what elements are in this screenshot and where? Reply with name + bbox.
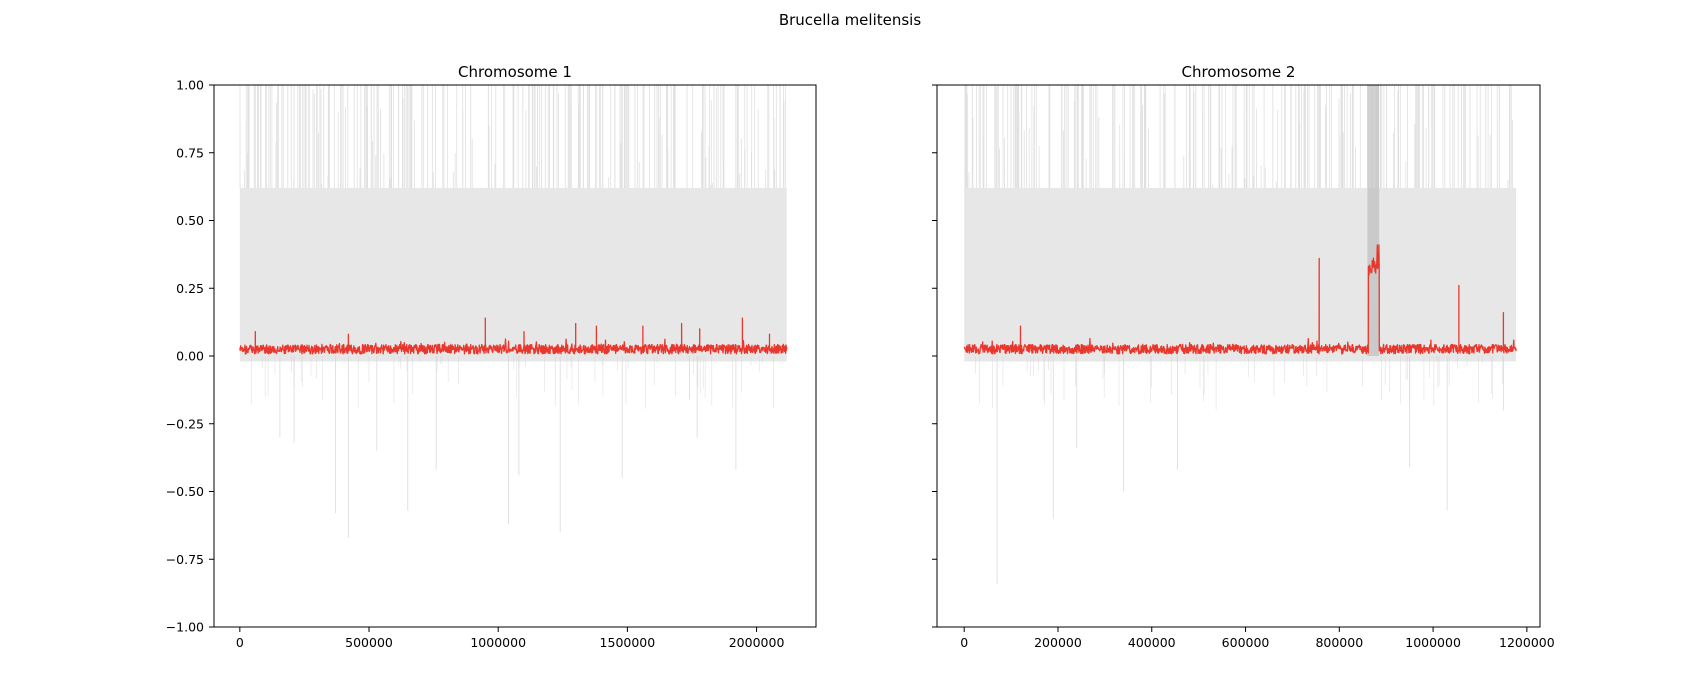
x-tick-label: 500000: [345, 635, 393, 650]
x-tick-label: 200000: [1034, 635, 1082, 650]
y-tick-label: 0.50: [176, 213, 204, 228]
y-tick-label: −1.00: [166, 620, 204, 635]
axes-title: Chromosome 1: [458, 63, 572, 81]
y-tick-label: −0.75: [166, 552, 204, 567]
background-series: [239, 85, 787, 538]
x-tick-label: 0: [236, 635, 244, 650]
plot-area: [963, 85, 1517, 584]
plot-area: [239, 85, 788, 538]
y-tick-label: 0.75: [176, 145, 204, 160]
x-tick-label: 1000000: [1405, 635, 1461, 650]
x-tick-label: 600000: [1222, 635, 1270, 650]
background-dense-block: [1367, 85, 1380, 356]
y-tick-label: −0.25: [166, 416, 204, 431]
chromosome-1-axes: Chromosome 1 0 500000 1000000 1500000 2000000…: [166, 63, 817, 650]
x-tick-label: 1200000: [1499, 635, 1555, 650]
x-tick-label: 1000000: [470, 635, 526, 650]
x-tick-label: 0: [960, 635, 968, 650]
background-spikes-down: [251, 356, 774, 409]
y-tick-label: 0.00: [176, 349, 204, 364]
background-spikes-up: [239, 85, 786, 188]
axes-title: Chromosome 2: [1182, 63, 1296, 81]
x-tick-label: 1500000: [600, 635, 656, 650]
y-tick-label: 1.00: [176, 78, 204, 93]
chromosome-2-axes: Chromosome 2 0 200000 400000 600000 800000 100…: [932, 63, 1555, 650]
main-series-line: [963, 244, 1517, 355]
x-tick-label: 400000: [1128, 635, 1176, 650]
background-spikes-up: [964, 85, 1513, 188]
background-band: [239, 187, 787, 362]
x-tick-label: 800000: [1315, 635, 1363, 650]
y-tick-label: 0.25: [176, 281, 204, 296]
background-spikes-down: [975, 356, 1503, 410]
background-series: [964, 85, 1517, 584]
main-series-line: [239, 317, 788, 355]
y-tick-label: −0.50: [166, 484, 204, 499]
background-band: [964, 187, 1517, 362]
x-tick-label: 2000000: [729, 635, 785, 650]
figure-suptitle: Brucella melitensis: [779, 11, 922, 29]
